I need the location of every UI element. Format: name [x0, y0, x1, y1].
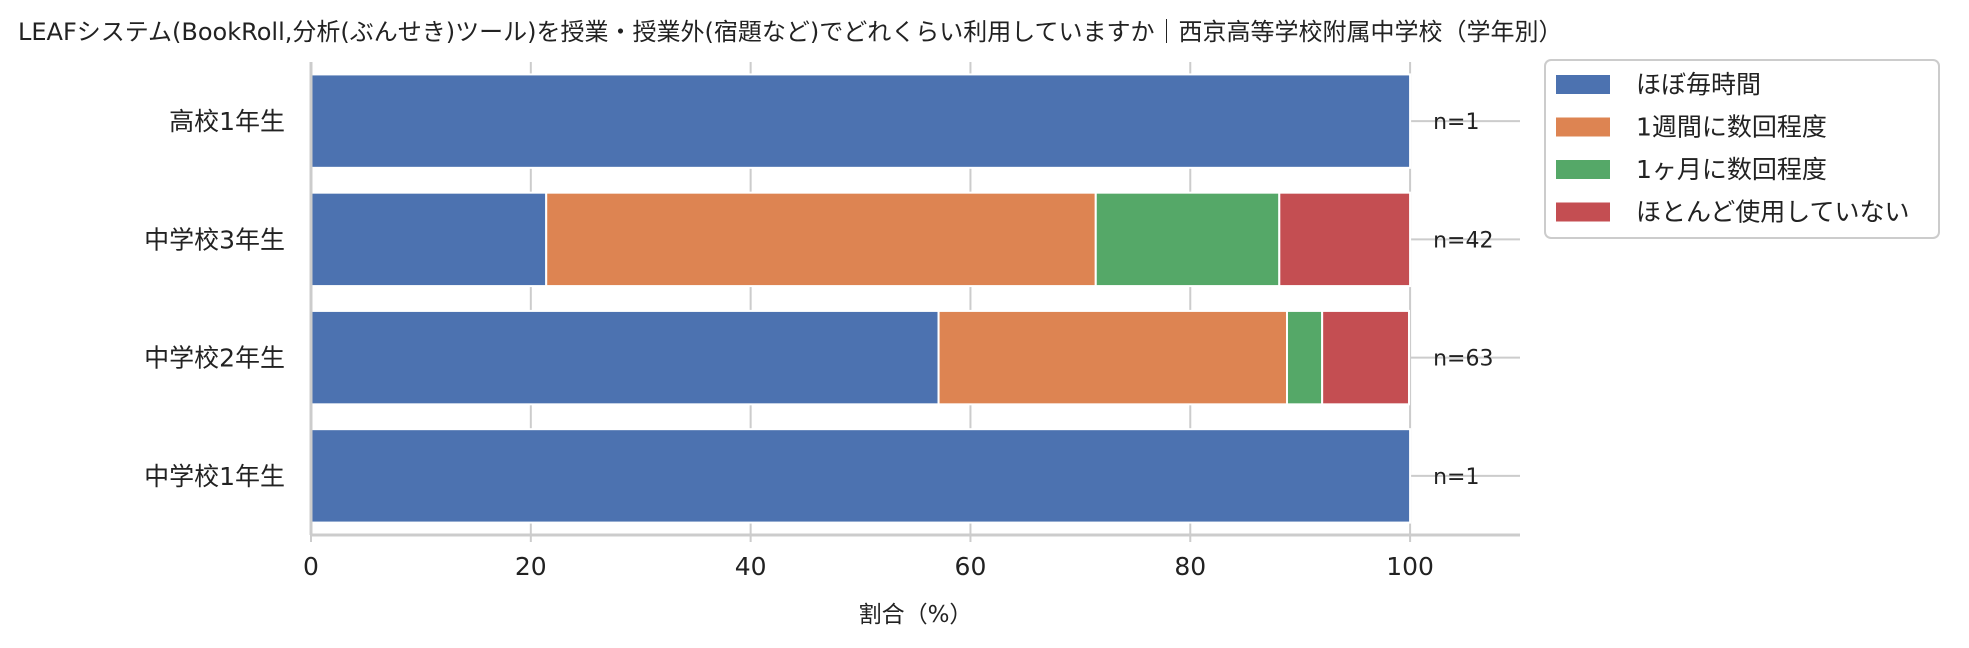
legend-label: ほぼ毎時間: [1636, 70, 1761, 99]
y-category-label: 高校1年生: [169, 107, 285, 136]
legend-swatch: [1556, 75, 1610, 94]
legend-swatch: [1556, 117, 1610, 137]
x-tick-labels: 0 20 40 60 80 100: [303, 535, 1434, 581]
x-tick-label: 80: [1174, 552, 1206, 581]
axes: [309, 62, 1520, 537]
bar-segment: [1094, 191, 1281, 288]
legend-label: 1週間に数回程度: [1636, 113, 1827, 142]
bar-segment: [1321, 309, 1410, 406]
n-label: n=42: [1433, 228, 1493, 253]
legend-frame: [1544, 59, 1940, 239]
x-tick-label: 0: [303, 552, 319, 581]
y-category-label: 中学校2年生: [144, 344, 285, 373]
n-label: n=63: [1433, 347, 1493, 372]
n-label: n=1: [1433, 110, 1479, 135]
bar-segment: [310, 73, 1412, 169]
bar-segment: [1285, 309, 1324, 406]
n-label: n=1: [1433, 465, 1479, 490]
bar-segment: [310, 428, 1412, 524]
bar-segment: [545, 191, 1097, 288]
legend-label: 1ヶ月に数回程度: [1636, 155, 1827, 184]
y-category-label: 中学校1年生: [144, 462, 285, 491]
bars: [310, 73, 1412, 524]
n-labels: n=1 n=42 n=63 n=1: [1433, 110, 1493, 490]
y-category-label: 中学校3年生: [144, 225, 285, 254]
chart-title: LEAFシステム(BookRoll,分析(ぶんせき)ツール)を授業・授業外(宿題…: [18, 18, 1562, 46]
bar-segment: [310, 191, 548, 288]
x-tick-label: 60: [955, 552, 987, 581]
legend-swatch: [1556, 160, 1610, 179]
x-tick-label: 100: [1386, 552, 1434, 581]
legend-swatch: [1556, 202, 1610, 222]
bar-segment: [310, 309, 940, 406]
bar-segment: [937, 309, 1288, 406]
legend-label: ほとんど使用していない: [1636, 198, 1910, 227]
x-tick-label: 20: [515, 552, 547, 581]
bar-segment: [1278, 191, 1412, 288]
x-tick-label: 40: [735, 552, 767, 581]
x-axis-label: 割合（%）: [859, 602, 973, 628]
